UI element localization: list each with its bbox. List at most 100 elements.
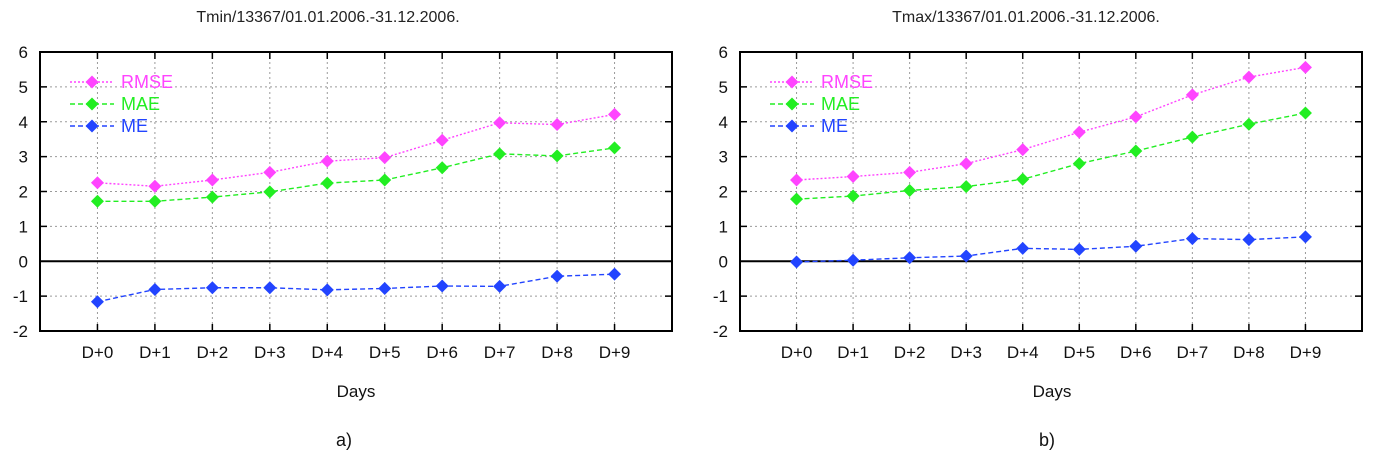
chart-panel-b: Tmax/13367/01.01.2006.-31.12.2006. Days …: [713, 9, 1363, 450]
x-tick-label: D+2: [197, 343, 229, 362]
data-point-mae: [263, 185, 277, 199]
series-line-rmse: [796, 66, 1306, 181]
data-point-mae: [320, 176, 334, 190]
x-tick-label: D+3: [950, 343, 982, 362]
data-point-mae: [148, 194, 162, 208]
panel-label: b): [1039, 430, 1055, 450]
data-point-mae: [205, 190, 219, 204]
x-tick-label: D+8: [1233, 343, 1265, 362]
data-point-mae: [493, 147, 507, 161]
legend-label-mae: MAE: [821, 94, 860, 114]
data-point-rmse: [608, 107, 622, 121]
series-line-mae: [97, 147, 615, 202]
data-point-rmse: [493, 116, 507, 130]
data-point-me: [608, 267, 622, 281]
x-tick-label: D+0: [781, 343, 813, 362]
data-point-mae: [608, 141, 622, 155]
series-line-me: [796, 236, 1306, 263]
data-point-rmse: [378, 151, 392, 165]
data-point-mae: [90, 194, 104, 208]
data-point-me: [550, 269, 564, 283]
x-tick-label: D+9: [1290, 343, 1322, 362]
data-point-me: [1072, 242, 1086, 256]
y-tick-label: 6: [19, 43, 28, 62]
y-tick-label: -2: [713, 322, 728, 341]
data-point-mae: [1185, 130, 1199, 144]
data-point-mae: [378, 173, 392, 187]
data-point-rmse: [790, 173, 804, 187]
data-point-rmse: [1185, 88, 1199, 102]
data-point-rmse: [1298, 60, 1312, 74]
data-point-me: [205, 281, 219, 295]
data-point-me: [903, 251, 917, 265]
y-tick-label: 5: [19, 78, 28, 97]
legend-label-rmse: RMSE: [821, 72, 873, 92]
legend-marker-rmse: [785, 75, 799, 89]
data-point-mae: [959, 180, 973, 194]
data-point-me: [1185, 232, 1199, 246]
x-tick-label: D+2: [894, 343, 926, 362]
x-tick-label: D+6: [426, 343, 458, 362]
panel-label: a): [336, 430, 352, 450]
data-point-me: [320, 283, 334, 297]
data-point-rmse: [320, 154, 334, 168]
data-point-mae: [790, 192, 804, 206]
data-point-rmse: [550, 118, 564, 132]
x-axis-label: Days: [337, 382, 376, 401]
x-tick-label: D+9: [599, 343, 631, 362]
data-point-mae: [1016, 172, 1030, 186]
data-point-me: [790, 255, 804, 269]
y-tick-label: 2: [19, 183, 28, 202]
legend-marker-me: [785, 119, 799, 133]
data-point-rmse: [435, 133, 449, 147]
data-point-rmse: [148, 179, 162, 193]
x-tick-label: D+6: [1120, 343, 1152, 362]
x-tick-label: D+5: [1063, 343, 1095, 362]
y-tick-label: 4: [719, 113, 728, 132]
y-tick-label: -2: [13, 322, 28, 341]
x-tick-label: D+0: [82, 343, 114, 362]
y-tick-label: 5: [719, 78, 728, 97]
data-point-mae: [1072, 157, 1086, 171]
x-tick-label: D+1: [837, 343, 869, 362]
data-point-me: [1129, 239, 1143, 253]
data-point-mae: [435, 161, 449, 175]
data-point-mae: [1298, 106, 1312, 120]
data-point-me: [1016, 241, 1030, 255]
data-point-rmse: [1129, 110, 1143, 124]
chart-title: Tmin/13367/01.01.2006.-31.12.2006.: [196, 9, 459, 26]
y-tick-label: 3: [19, 148, 28, 167]
data-point-me: [263, 281, 277, 295]
legend-label-me: ME: [821, 116, 848, 136]
data-point-me: [1298, 230, 1312, 244]
data-point-mae: [550, 149, 564, 163]
y-tick-label: 2: [719, 183, 728, 202]
x-tick-label: D+4: [1007, 343, 1039, 362]
data-point-rmse: [903, 165, 917, 179]
data-point-me: [435, 279, 449, 293]
data-point-mae: [1242, 117, 1256, 131]
data-point-mae: [846, 189, 860, 203]
chart-panel-a: Tmin/13367/01.01.2006.-31.12.2006. Days …: [13, 9, 673, 450]
legend-marker-me: [85, 119, 99, 133]
data-point-me: [493, 279, 507, 293]
y-tick-label: -1: [713, 287, 728, 306]
legend-marker-mae: [785, 97, 799, 111]
series-line-rmse: [97, 113, 615, 187]
series-line-mae: [796, 112, 1306, 200]
data-point-mae: [1129, 144, 1143, 158]
x-tick-label: D+1: [139, 343, 171, 362]
data-point-rmse: [959, 157, 973, 171]
data-point-rmse: [1072, 125, 1086, 139]
legend-label-rmse: RMSE: [121, 72, 173, 92]
data-point-rmse: [1016, 143, 1030, 157]
data-point-rmse: [846, 170, 860, 184]
y-tick-label: 0: [19, 252, 28, 271]
data-point-mae: [903, 183, 917, 197]
legend-label-mae: MAE: [121, 94, 160, 114]
data-point-rmse: [263, 165, 277, 179]
data-point-me: [959, 249, 973, 263]
x-axis-label: Days: [1033, 382, 1072, 401]
y-tick-label: 1: [719, 217, 728, 236]
x-tick-label: D+7: [484, 343, 516, 362]
